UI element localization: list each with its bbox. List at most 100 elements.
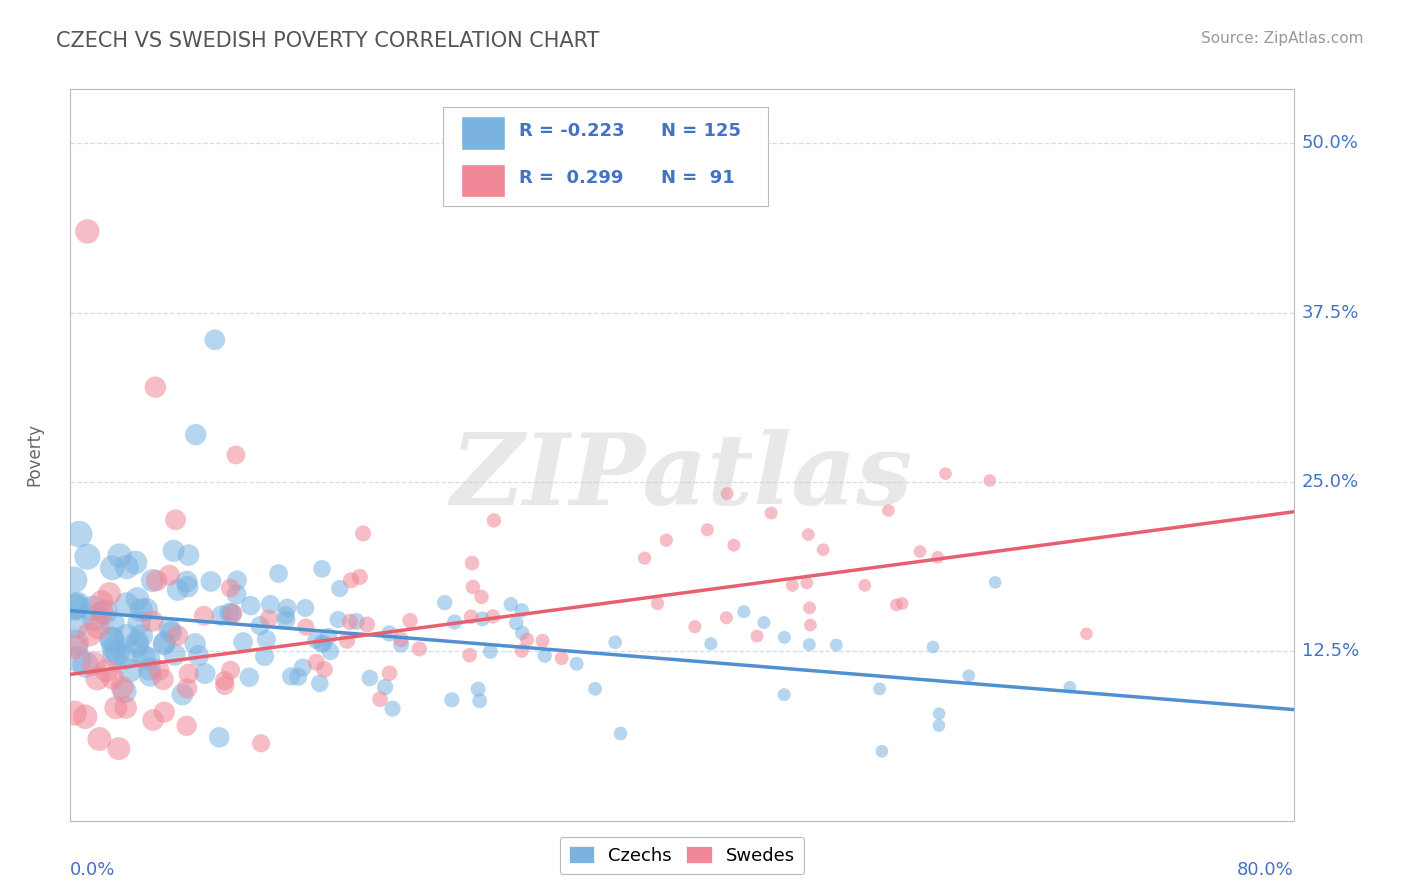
Point [118,664,141,678]
Point [389,638,412,652]
Point [87,620,110,634]
Point [145,574,167,588]
Point [318,630,340,644]
Point [84,611,107,625]
Point [408,641,430,656]
Point [891,596,914,610]
Point [115,597,138,611]
Point [114,700,136,714]
Point [75,709,97,723]
Point [148,663,170,677]
Point [433,596,456,610]
FancyBboxPatch shape [443,108,768,206]
Point [928,706,950,721]
Point [336,633,359,648]
Point [89,731,111,746]
Point [471,612,494,626]
Point [440,693,463,707]
Point [259,598,281,612]
Point [294,600,316,615]
Point [922,640,945,654]
Point [153,637,176,651]
Legend: Czechs, Swedes: Czechs, Swedes [560,837,804,874]
Point [187,648,209,663]
Point [470,590,492,604]
Point [482,609,505,624]
Point [267,566,290,581]
Point [172,688,194,702]
Point [132,649,155,664]
Point [356,617,378,632]
Point [344,615,367,629]
Point [211,608,233,623]
Point [153,635,176,649]
Point [752,615,775,630]
Point [125,635,148,649]
Text: 25.0%: 25.0% [1302,473,1360,491]
Point [176,580,198,594]
Point [152,673,174,687]
Point [797,527,820,541]
Point [65,636,87,650]
Point [253,649,276,664]
Point [378,626,401,640]
Point [128,615,150,630]
Point [908,544,931,558]
Point [239,599,262,613]
Point [101,632,124,647]
Point [352,526,374,541]
Text: R =  0.299: R = 0.299 [519,169,624,187]
Point [184,637,207,651]
Point [82,601,104,615]
Point [94,605,117,619]
Point [115,560,138,574]
Point [104,700,127,714]
Point [499,597,522,611]
Point [135,602,157,616]
Point [683,620,706,634]
Point [467,682,489,697]
Point [811,542,834,557]
Point [138,662,160,676]
Point [274,608,297,623]
Point [105,646,128,660]
Point [312,636,335,650]
Point [90,605,112,619]
Point [745,629,768,643]
Point [723,538,745,552]
Point [101,671,124,685]
Point [886,598,908,612]
Point [124,556,146,570]
Point [461,556,484,570]
Point [329,582,352,596]
Point [759,506,782,520]
Point [295,620,318,634]
Point [219,581,242,595]
Point [870,744,893,758]
Text: CZECH VS SWEDISH POVERTY CORRELATION CHART: CZECH VS SWEDISH POVERTY CORRELATION CHA… [56,31,599,51]
Point [142,713,165,727]
Point [184,427,207,442]
Point [516,632,538,647]
Point [75,657,97,672]
Point [305,655,328,669]
Point [104,648,127,662]
Point [162,543,184,558]
Text: 80.0%: 80.0% [1237,861,1294,879]
Point [368,692,391,706]
Point [218,606,240,620]
Point [166,582,188,597]
Point [141,614,163,628]
Point [935,467,957,481]
Point [166,629,188,643]
Point [984,575,1007,590]
Point [311,562,333,576]
Point [63,600,86,615]
Point [65,599,87,614]
Point [609,726,631,740]
Point [305,633,328,648]
Point [311,637,333,651]
Point [65,640,87,654]
Point [76,549,98,564]
Point [114,650,136,665]
